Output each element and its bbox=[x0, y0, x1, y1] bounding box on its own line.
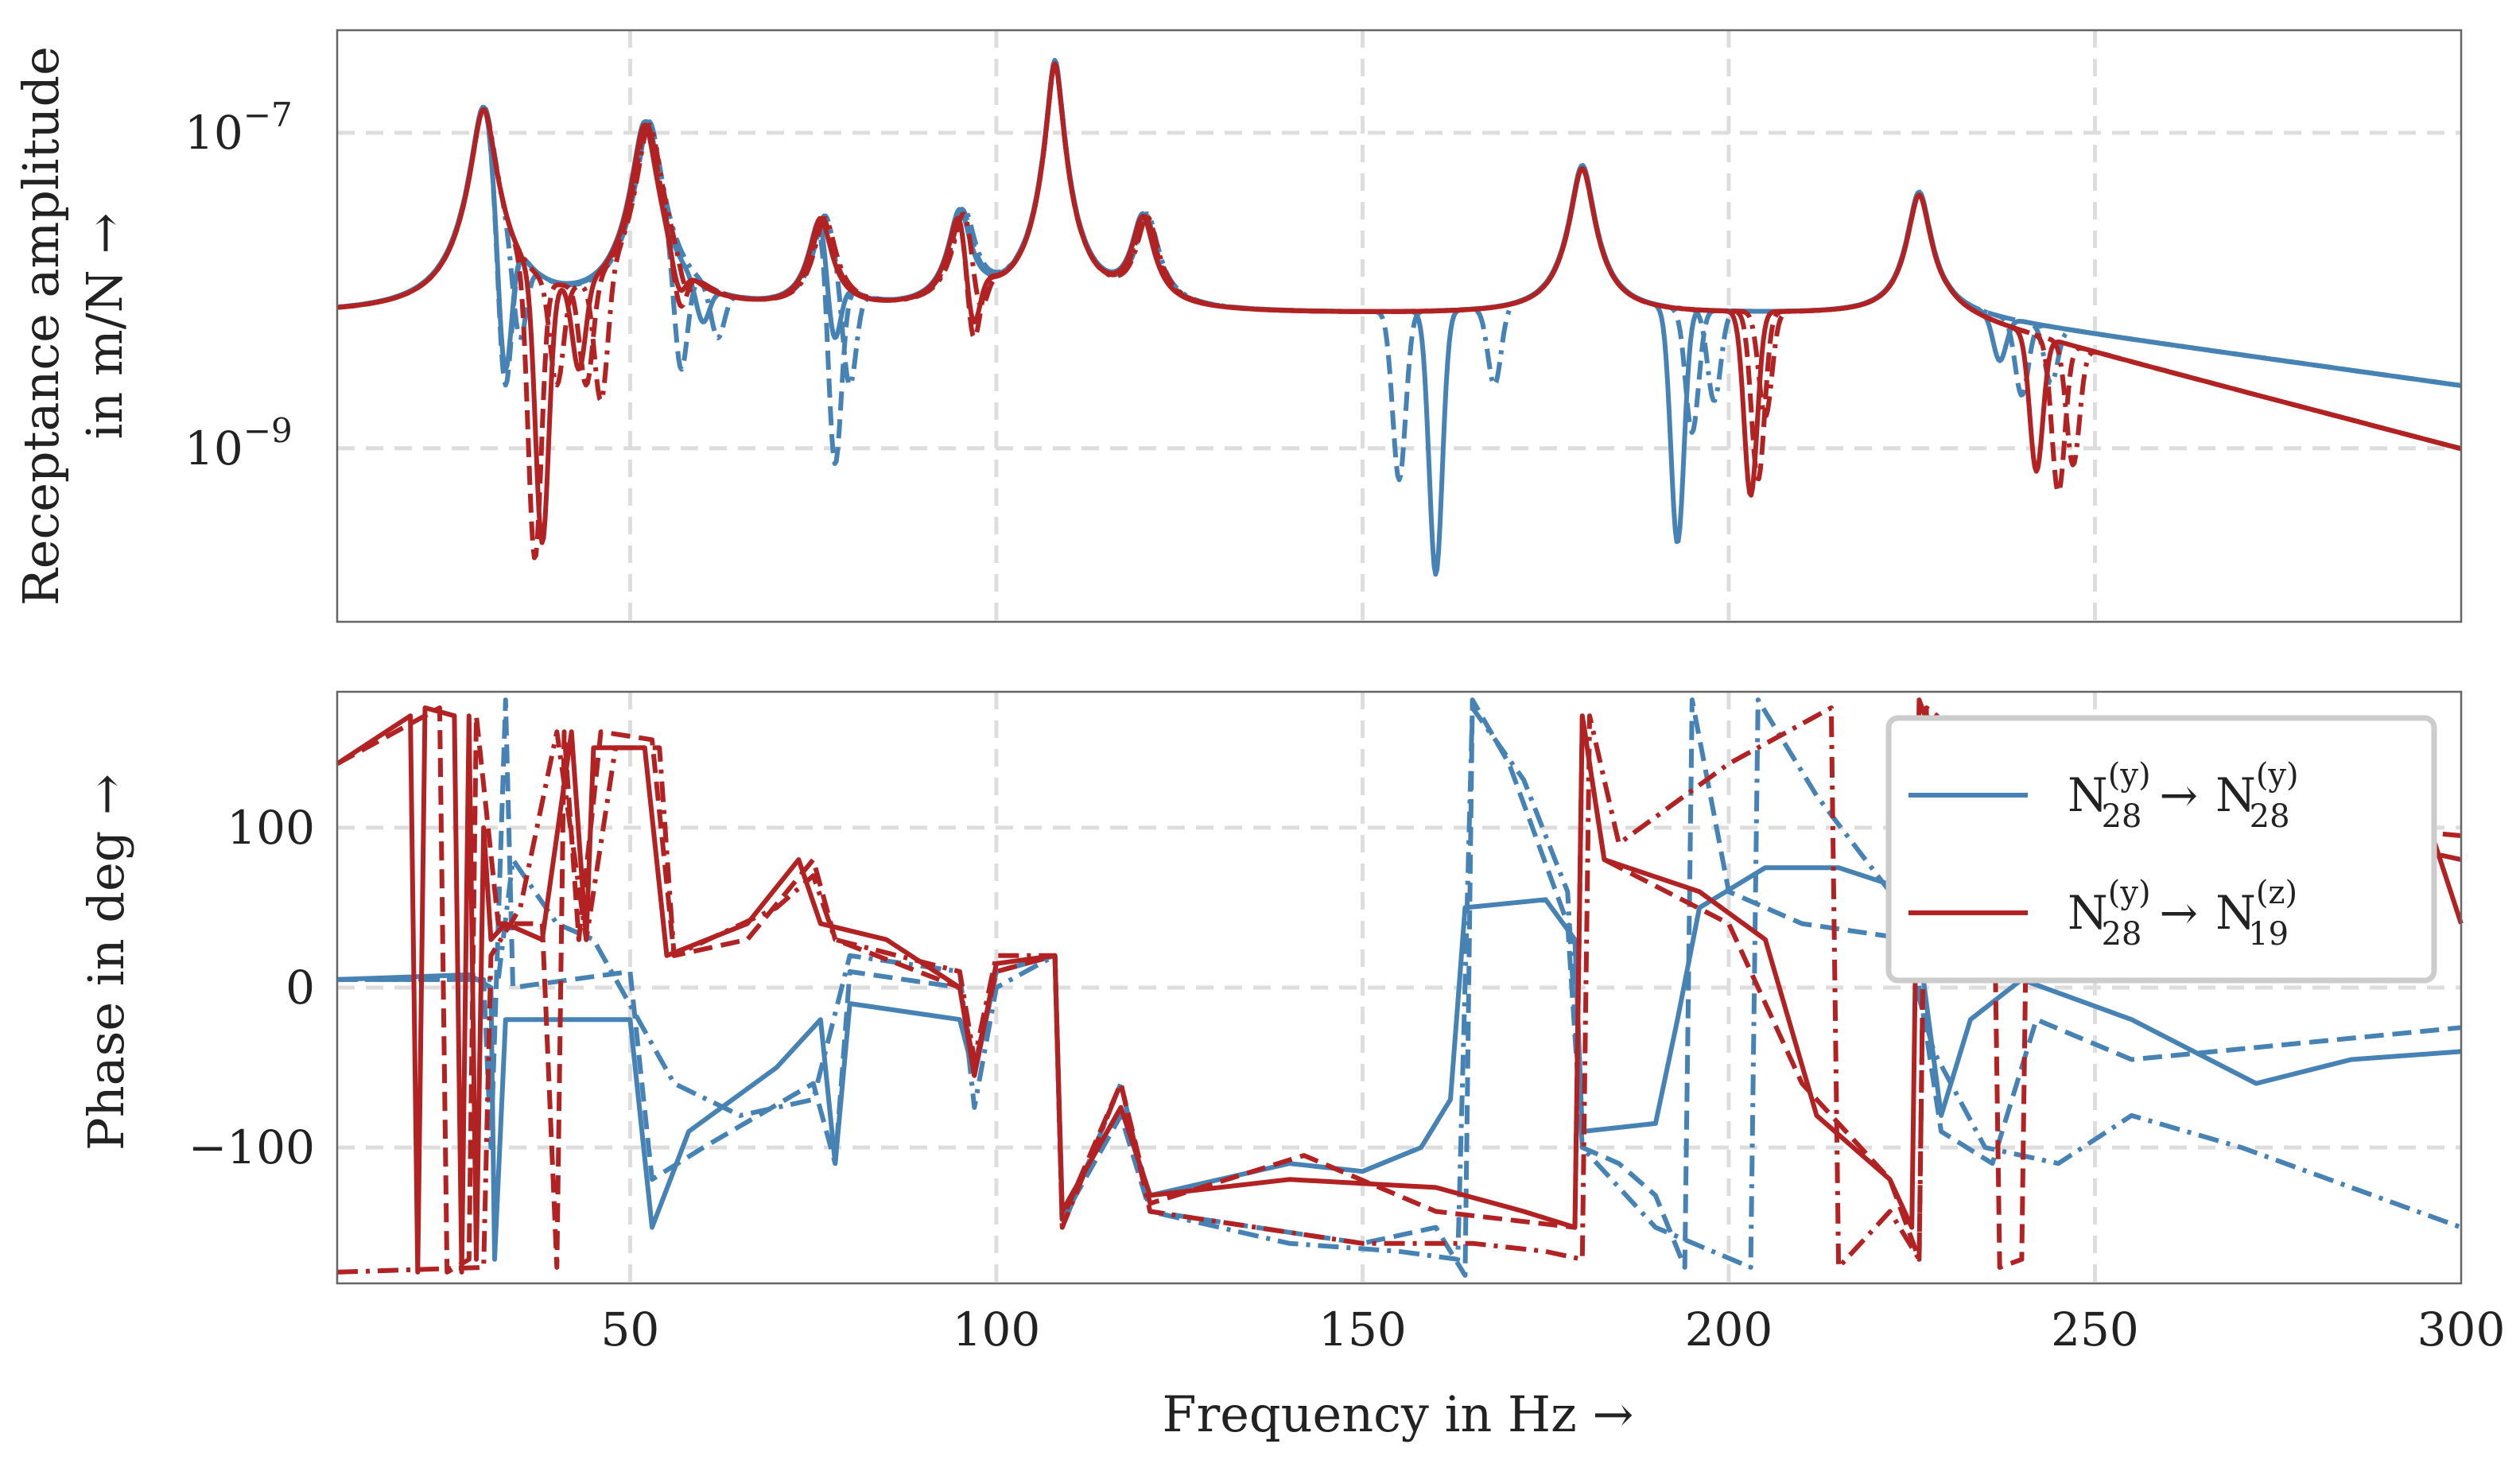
phase-y-tick-label-2: −100 bbox=[188, 1120, 315, 1174]
legend: N(y) 28 → N(y) 28 N(y) 28 → N(z) 19 bbox=[1885, 715, 2437, 984]
phase-x-ticks: 50 100 150 200 250 300 bbox=[601, 1302, 2506, 1357]
amplitude-axes-frame bbox=[336, 29, 2463, 623]
amplitude-series-1 bbox=[336, 57, 2463, 483]
phase-series-2 bbox=[337, 697, 2463, 1270]
amplitude-y-tick-label: 10−9 bbox=[184, 411, 293, 475]
phase-x-tick-label-300: 300 bbox=[2417, 1302, 2506, 1357]
phase-series-1 bbox=[337, 697, 2462, 1278]
amplitude-ylabel-line-2: in m/N → bbox=[76, 212, 134, 439]
amplitude-panel: 10−7 10−9 Receptance amplitude in m/N → bbox=[12, 29, 2463, 623]
phase-ylabel: Phase in deg → bbox=[77, 774, 135, 1151]
amplitude-y-ticks: 10−7 10−9 bbox=[184, 95, 293, 475]
amplitude-series-5 bbox=[336, 61, 2463, 468]
phase-x-tick-label-250: 250 bbox=[2051, 1302, 2139, 1357]
phase-y-tick-label-1: 0 bbox=[285, 961, 315, 1015]
legend-label-n28y-n19z: N(y) 28 → N(z) 19 bbox=[2068, 875, 2297, 953]
phase-series-5 bbox=[336, 705, 2462, 1275]
amplitude-y-tick-label: 10−7 bbox=[184, 95, 293, 160]
phase-panel: 100 0 −100 50 100 150 200 250 300 Phase in deg … bbox=[77, 690, 2506, 1443]
amplitude-grid bbox=[337, 30, 2461, 622]
legend-label-n28y-n28y: N(y) 28 → N(y) 28 bbox=[2068, 757, 2299, 835]
phase-y-tick-label-0: 100 bbox=[227, 801, 315, 855]
amplitude-ylabel-line-1: Receptance amplitude bbox=[12, 46, 70, 606]
phase-x-tick-label-200: 200 bbox=[1685, 1302, 1773, 1357]
phase-x-tick-label-150: 150 bbox=[1318, 1302, 1407, 1357]
legend-box bbox=[1885, 715, 2437, 984]
phase-axes-frame bbox=[336, 690, 2463, 1285]
phase-series-0 bbox=[336, 865, 2462, 1262]
phase-grid bbox=[337, 692, 2461, 1283]
amplitude-series-group bbox=[336, 57, 2463, 577]
phase-x-tick-label-50: 50 bbox=[601, 1302, 660, 1357]
frequency-xlabel: Frequency in Hz → bbox=[1163, 1385, 1634, 1443]
phase-y-ticks: 100 0 −100 bbox=[188, 801, 315, 1174]
phase-x-tick-label-100: 100 bbox=[953, 1302, 1041, 1357]
